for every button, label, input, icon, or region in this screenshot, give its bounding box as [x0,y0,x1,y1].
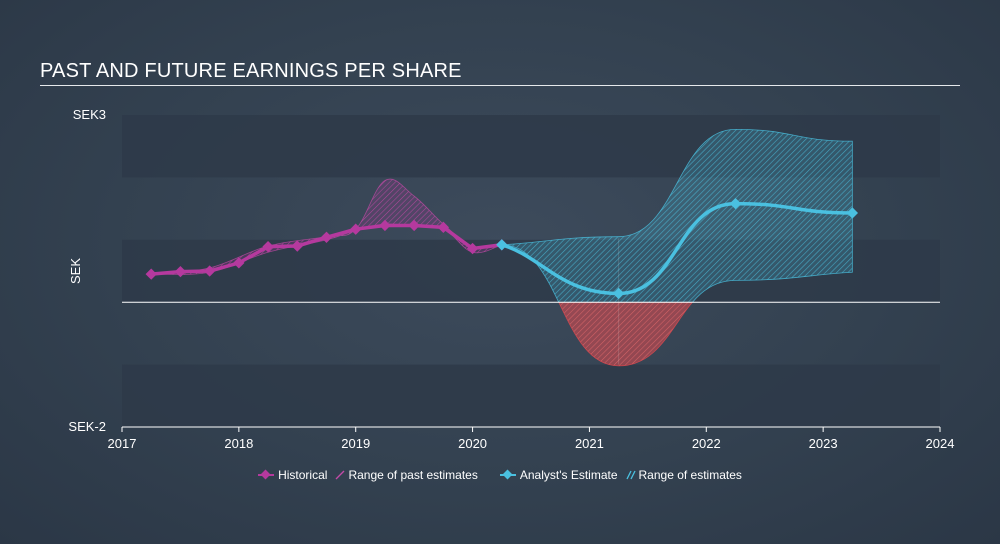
x-tick-label: 2019 [341,436,370,451]
legend-estimate-range[interactable]: Range of estimates [625,468,742,482]
legend-past-range-label: Range of past estimates [348,468,478,482]
historical-point [262,241,274,253]
historical-point [320,231,333,243]
estimate-line [500,201,855,296]
grid-band [122,364,940,427]
chart-legend: Historical Range of past estimates Analy… [0,468,1000,482]
historical-point [174,265,187,278]
estimate-point [846,207,859,219]
historical-point [145,268,157,280]
x-tick-label: 2020 [458,436,487,451]
legend-estimate-label: Analyst's Estimate [519,468,618,482]
x-tick-label: 2022 [692,436,721,451]
title-divider [40,85,960,86]
x-tick-label: 2018 [224,436,253,451]
estimate-point [496,239,508,251]
x-tick-label: 2023 [809,436,838,451]
historical-point [291,240,303,252]
x-tick-label: 2021 [575,436,604,451]
legend-estimate[interactable]: Analyst's Estimate [499,468,618,482]
legend-estimate-range-label: Range of estimates [638,468,742,482]
estimate-range-swatch-icon [625,470,636,480]
x-tick-label: 2024 [926,436,955,451]
y-tick-label: SEK-2 [68,419,106,434]
past-range-swatch-icon [335,470,345,480]
x-tick-label: 2017 [108,436,137,451]
historical-point [203,265,216,277]
estimate-point [612,287,625,300]
chart-title: PAST AND FUTURE EARNINGS PER SHARE [40,60,462,82]
historical-point [379,219,391,232]
legend-historical-label: Historical [278,468,328,482]
estimates-range [501,128,853,303]
historical-swatch-icon [258,469,275,481]
estimate-swatch-icon [499,469,516,481]
historical-point [466,242,479,255]
legend-past-range[interactable]: Range of past estimates [335,468,478,482]
y-axis-label: SEK [68,258,83,284]
historical-point [408,219,420,232]
historical-point [437,221,450,233]
historical-point [233,257,245,269]
legend-historical[interactable]: Historical [258,468,327,482]
estimate-point [729,197,742,210]
y-tick-label: SEK3 [73,107,106,122]
estimates-range-negative [558,302,694,367]
historical-point [350,223,362,235]
